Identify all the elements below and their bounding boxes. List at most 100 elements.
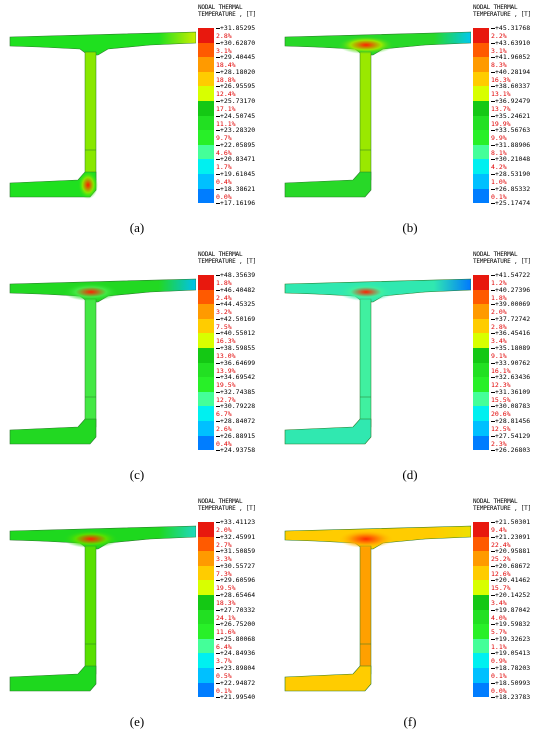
legend-tick — [491, 697, 495, 699]
legend-color-band — [198, 101, 214, 116]
legend-tick — [216, 144, 220, 146]
legend-value: +30.08783 — [495, 402, 531, 411]
legend-color-band — [198, 144, 214, 160]
legend-color-band — [198, 595, 214, 610]
legend-color-band — [473, 362, 489, 378]
legend-value: +36.92479 — [495, 97, 531, 105]
color-legend: NODAL THERMAL TEMPERATURE , [T] 2.2% 3.1% 8… — [473, 4, 550, 207]
legend-color-band — [198, 275, 214, 290]
legend-tick — [216, 536, 220, 538]
legend-color-band — [473, 609, 489, 625]
legend-color-band — [198, 638, 214, 654]
legend-percent: 0.1% — [491, 192, 507, 201]
legend-color-band — [473, 159, 489, 174]
legend-tick — [491, 57, 495, 59]
legend-percent: 0.4% — [216, 439, 232, 448]
legend-value: +45.31768 — [495, 24, 531, 32]
legend-tick — [216, 101, 220, 102]
legend-tick — [216, 551, 220, 553]
legend-percent: 3.7% — [216, 657, 232, 666]
legend-tick — [216, 638, 220, 640]
legend-color-band — [198, 130, 214, 145]
legend-value: +21.99540 — [220, 693, 256, 702]
legend-tick — [216, 333, 220, 335]
legend-value: +19.59832 — [495, 620, 531, 629]
legend-color-band — [198, 522, 214, 537]
legend-color-band — [198, 188, 214, 204]
legend-color-band — [198, 624, 214, 639]
legend-tick — [216, 565, 220, 567]
legend-color-band — [198, 28, 214, 43]
legend-color-band — [473, 522, 489, 537]
legend-color-band — [198, 71, 214, 87]
legend-value: +34.69542 — [220, 373, 256, 382]
legend-percent: 6.4% — [216, 642, 232, 651]
legend-tick — [216, 42, 220, 44]
legend-percent: 3.1% — [491, 46, 507, 55]
color-legend: NODAL THERMAL TEMPERATURE , [T] 2.0% 2.7% 3… — [198, 498, 275, 701]
legend-color-band — [473, 551, 489, 566]
panel-e: NODAL THERMAL TEMPERATURE , [T] 2.0% 2.7% 3… — [0, 494, 275, 741]
legend-tick — [491, 536, 495, 538]
legend-value: +31.36109 — [495, 387, 531, 396]
legend-color-band — [473, 391, 489, 407]
legend-tick — [216, 580, 220, 582]
color-legend: NODAL THERMAL TEMPERATURE , [T] 1.2% 1.8% 2… — [473, 251, 550, 454]
legend-tick — [491, 638, 495, 640]
legend-tick — [216, 435, 220, 437]
legend-color-band — [198, 42, 214, 58]
color-legend: NODAL THERMAL TEMPERATURE , [T] 1.8% 2.4% 3… — [198, 251, 275, 454]
panel-c: NODAL THERMAL TEMPERATURE , [T] 1.8% 2.4% 3… — [0, 247, 275, 494]
legend-tick — [216, 188, 220, 190]
legend-percent: 1.8% — [216, 279, 232, 287]
legend-percent: 12.3% — [491, 381, 511, 390]
legend-color-band — [473, 188, 489, 204]
legend-value: +44.45325 — [220, 300, 256, 309]
legend-percent: 12.4% — [216, 90, 236, 99]
legend-value: +18.38621 — [220, 184, 256, 193]
legend-tick — [491, 86, 495, 88]
legend-color-band — [473, 421, 489, 436]
legend-percent: 9.4% — [491, 526, 507, 534]
legend-tick — [491, 348, 495, 349]
legend-tick — [491, 333, 495, 335]
legend-color-band — [198, 653, 214, 668]
legend-tick — [491, 115, 495, 117]
legend-percent: 2.2% — [491, 32, 507, 40]
legend-value: +37.72742 — [495, 314, 531, 323]
legend-color-band — [473, 289, 489, 305]
legend-tick — [491, 42, 495, 44]
legend-percent: 1.7% — [216, 163, 232, 172]
legend-value: +38.60337 — [495, 82, 531, 91]
panel-caption: (a) — [129, 220, 145, 235]
legend-percent: 4.2% — [491, 163, 507, 172]
legend-value: +21.50301 — [495, 518, 531, 526]
legend-tick — [491, 668, 495, 669]
legend-value: +26.88915 — [220, 431, 256, 440]
legend-tick — [216, 159, 220, 161]
legend-color-band — [473, 115, 489, 131]
legend-value: +17.16196 — [220, 199, 256, 208]
legend-percent: 9.9% — [491, 134, 507, 143]
legend-percent: 1.1% — [491, 642, 507, 651]
legend-tick — [216, 668, 220, 669]
legend-tick — [491, 653, 495, 655]
legend-value: +20.95881 — [495, 547, 531, 556]
legend-tick — [216, 203, 220, 205]
legend-percent: 4.6% — [216, 148, 232, 157]
panel-f: NODAL THERMAL TEMPERATURE , [T] 9.4% 22.4%… — [275, 494, 550, 741]
legend-percent: 11.6% — [216, 628, 236, 637]
legend-color-band — [198, 318, 214, 334]
legend-color-band — [198, 406, 214, 421]
legend-value: +40.27396 — [495, 285, 531, 294]
legend-percent: 24.1% — [216, 613, 236, 622]
legend-value: +30.55727 — [220, 561, 256, 570]
legend-color-band — [198, 174, 214, 189]
legend-tick — [216, 609, 220, 611]
legend-tick — [491, 595, 495, 596]
legend-tick — [216, 595, 220, 596]
legend-percent: 2.0% — [491, 308, 507, 317]
legend-value: +28.18020 — [220, 67, 256, 76]
legend-value: +20.41462 — [495, 576, 531, 585]
legend-color-band — [473, 682, 489, 698]
